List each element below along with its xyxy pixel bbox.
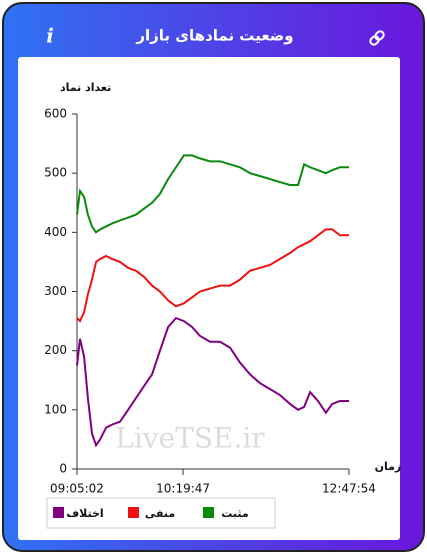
- y-tick-label: 300: [44, 284, 67, 298]
- y-axis-label: تعداد نماد: [60, 81, 111, 94]
- x-axis-label: زمان: [375, 460, 402, 473]
- legend-swatch: [53, 507, 64, 518]
- y-tick-label: 600: [44, 107, 67, 121]
- legend-label[interactable]: منفی: [145, 507, 175, 520]
- y-tick-label: 0: [59, 462, 67, 476]
- link-icon[interactable]: [369, 30, 385, 46]
- y-tick-label: 500: [44, 166, 67, 180]
- series-line: [76, 228, 349, 323]
- x-tick-label: 10:19:47: [156, 482, 210, 496]
- series-line: [76, 154, 349, 234]
- legend-box: [46, 497, 276, 529]
- y-tick-label: 100: [44, 402, 67, 416]
- series-line: [76, 316, 349, 448]
- legend-swatch: [203, 507, 214, 518]
- x-tick-label: 09:05:02: [50, 482, 104, 496]
- info-icon[interactable]: i: [46, 24, 54, 48]
- y-tick-label: 200: [44, 343, 67, 357]
- x-tick-label: 12:47:54: [322, 482, 376, 496]
- legend-label[interactable]: مثبت: [221, 507, 248, 520]
- header-title: وضعیت نمادهای بازار: [135, 27, 293, 45]
- legend-swatch: [128, 507, 139, 518]
- chart-panel: [18, 57, 400, 540]
- legend-label[interactable]: اختلاف: [66, 507, 103, 520]
- y-tick-label: 400: [44, 225, 67, 239]
- watermark: LiveTSE.ir: [115, 422, 265, 455]
